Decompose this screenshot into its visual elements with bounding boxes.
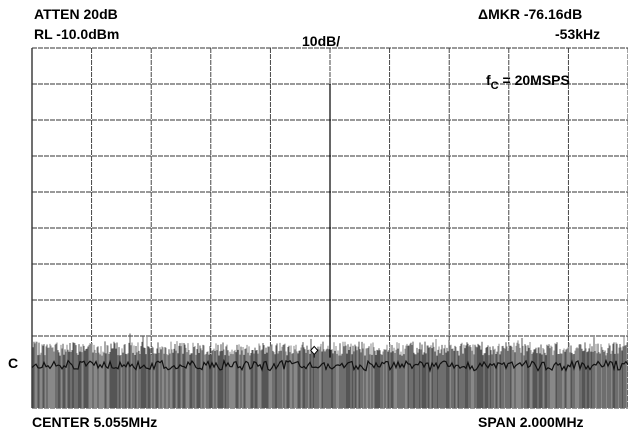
atten-label: ATTEN 20dB xyxy=(34,6,118,22)
fc-value: = 20MSPS xyxy=(498,72,570,88)
noise-floor-line xyxy=(31,358,628,373)
marker-point xyxy=(310,345,319,358)
sample-rate-annotation: fC = 20MSPS xyxy=(486,72,570,94)
span-label: SPAN 2.000MHz xyxy=(478,414,584,430)
scale-label: 10dB/ xyxy=(302,33,341,49)
center-freq-label: CENTER 5.055MHz xyxy=(32,414,158,430)
fc-symbol: f xyxy=(486,72,491,88)
marker-freq-label: -53kHz xyxy=(555,26,601,42)
ref-level-label: RL -10.0dBm xyxy=(34,26,120,42)
side-marker-c: C xyxy=(8,355,19,371)
noise-floor-trace xyxy=(31,333,628,408)
marker-delta-label: ΔMKR -76.16dB xyxy=(478,6,583,22)
marker-diamond xyxy=(310,345,319,356)
fc-subscript: C xyxy=(490,79,499,92)
